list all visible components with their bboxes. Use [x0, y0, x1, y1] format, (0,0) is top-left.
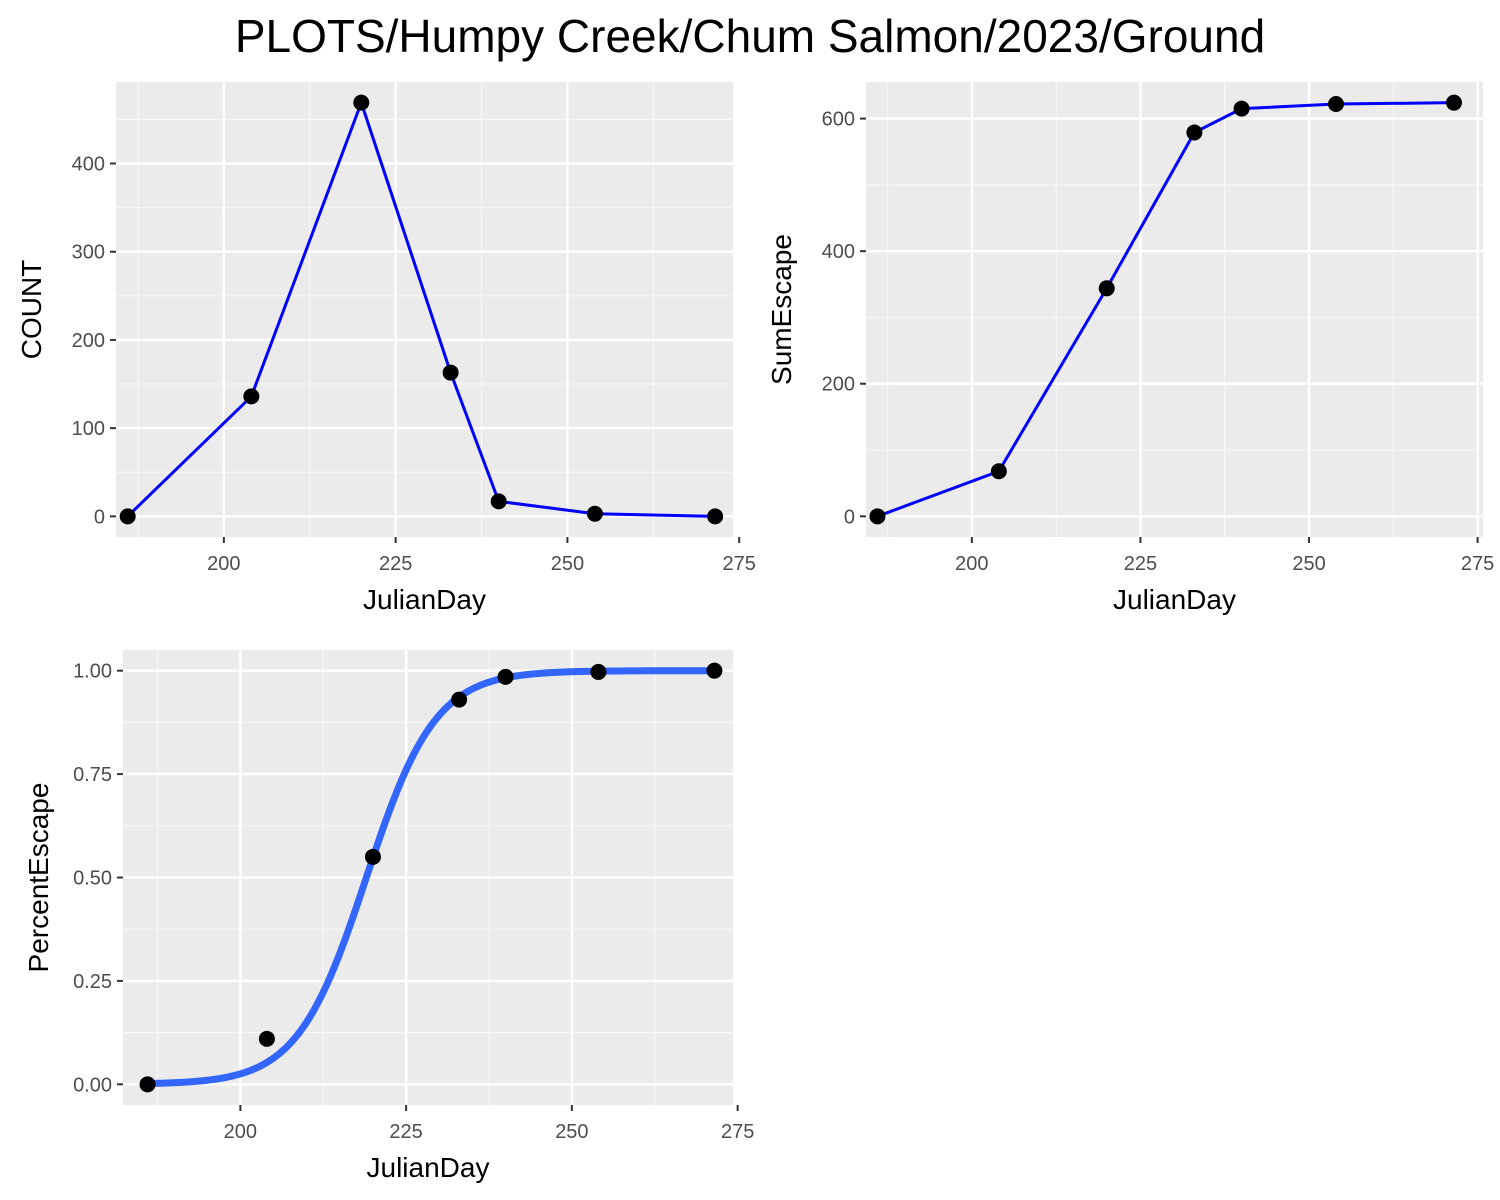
panel-background: [116, 82, 733, 537]
y-tick-label: 600: [822, 109, 855, 131]
y-tick-label: 100: [72, 418, 105, 440]
x-axis-title: JulianDay: [363, 584, 486, 615]
figure-title: PLOTS/Humpy Creek/Chum Salmon/2023/Groun…: [234, 10, 1266, 62]
y-tick-label: 200: [72, 330, 105, 352]
x-tick-label: 250: [1292, 553, 1325, 575]
data-point: [1186, 124, 1203, 141]
x-tick-label: 250: [551, 553, 584, 575]
x-tick-label: 200: [955, 553, 988, 575]
data-point: [869, 508, 886, 525]
x-tick-label: 200: [207, 553, 240, 575]
data-point: [1327, 96, 1344, 113]
y-tick-label: 0.25: [73, 971, 112, 993]
y-tick-label: 0: [94, 506, 105, 528]
x-tick-label: 200: [224, 1121, 257, 1143]
data-point: [497, 668, 514, 685]
fitted-curve: [144, 667, 718, 1088]
x-axis-title: JulianDay: [367, 1152, 490, 1183]
y-tick-label: 400: [72, 154, 105, 176]
data-point: [353, 94, 370, 111]
x-tick-label: 225: [1124, 553, 1157, 575]
x-tick-label: 250: [555, 1121, 588, 1143]
data-point: [590, 663, 607, 680]
data-point: [706, 662, 723, 679]
x-tick-label: 275: [721, 1121, 754, 1143]
data-point: [707, 508, 724, 525]
data-point: [258, 1030, 275, 1047]
data-point: [1233, 100, 1250, 117]
x-tick-label: 275: [722, 553, 755, 575]
grid: [123, 650, 733, 1105]
y-tick-label: 0: [844, 506, 855, 528]
data-point: [139, 1076, 156, 1093]
y-tick-label: 400: [822, 241, 855, 263]
data-point: [586, 505, 603, 522]
y-axis-title: COUNT: [16, 260, 47, 360]
data-point: [442, 364, 459, 381]
y-axis-title: PercentEscape: [23, 783, 54, 973]
data-point: [364, 848, 381, 865]
x-tick-label: 225: [379, 553, 412, 575]
y-tick-label: 0.50: [73, 868, 112, 890]
x-axis-title: JulianDay: [1113, 584, 1236, 615]
y-axis-title: SumEscape: [766, 234, 797, 385]
data-point: [451, 691, 468, 708]
y-tick-label: 1.00: [73, 661, 112, 683]
data-point: [490, 493, 507, 510]
data-point: [119, 508, 136, 525]
data-point: [990, 463, 1007, 480]
data-point: [243, 388, 260, 405]
data-point: [1098, 280, 1115, 297]
x-tick-label: 225: [389, 1121, 422, 1143]
panel-background: [866, 82, 1483, 537]
y-tick-label: 200: [822, 374, 855, 396]
y-tick-label: 0.75: [73, 764, 112, 786]
y-tick-label: 300: [72, 242, 105, 264]
y-tick-label: 0.00: [73, 1074, 112, 1096]
data-point: [1446, 94, 1463, 111]
x-tick-label: 275: [1461, 553, 1494, 575]
grid: [866, 82, 1483, 537]
